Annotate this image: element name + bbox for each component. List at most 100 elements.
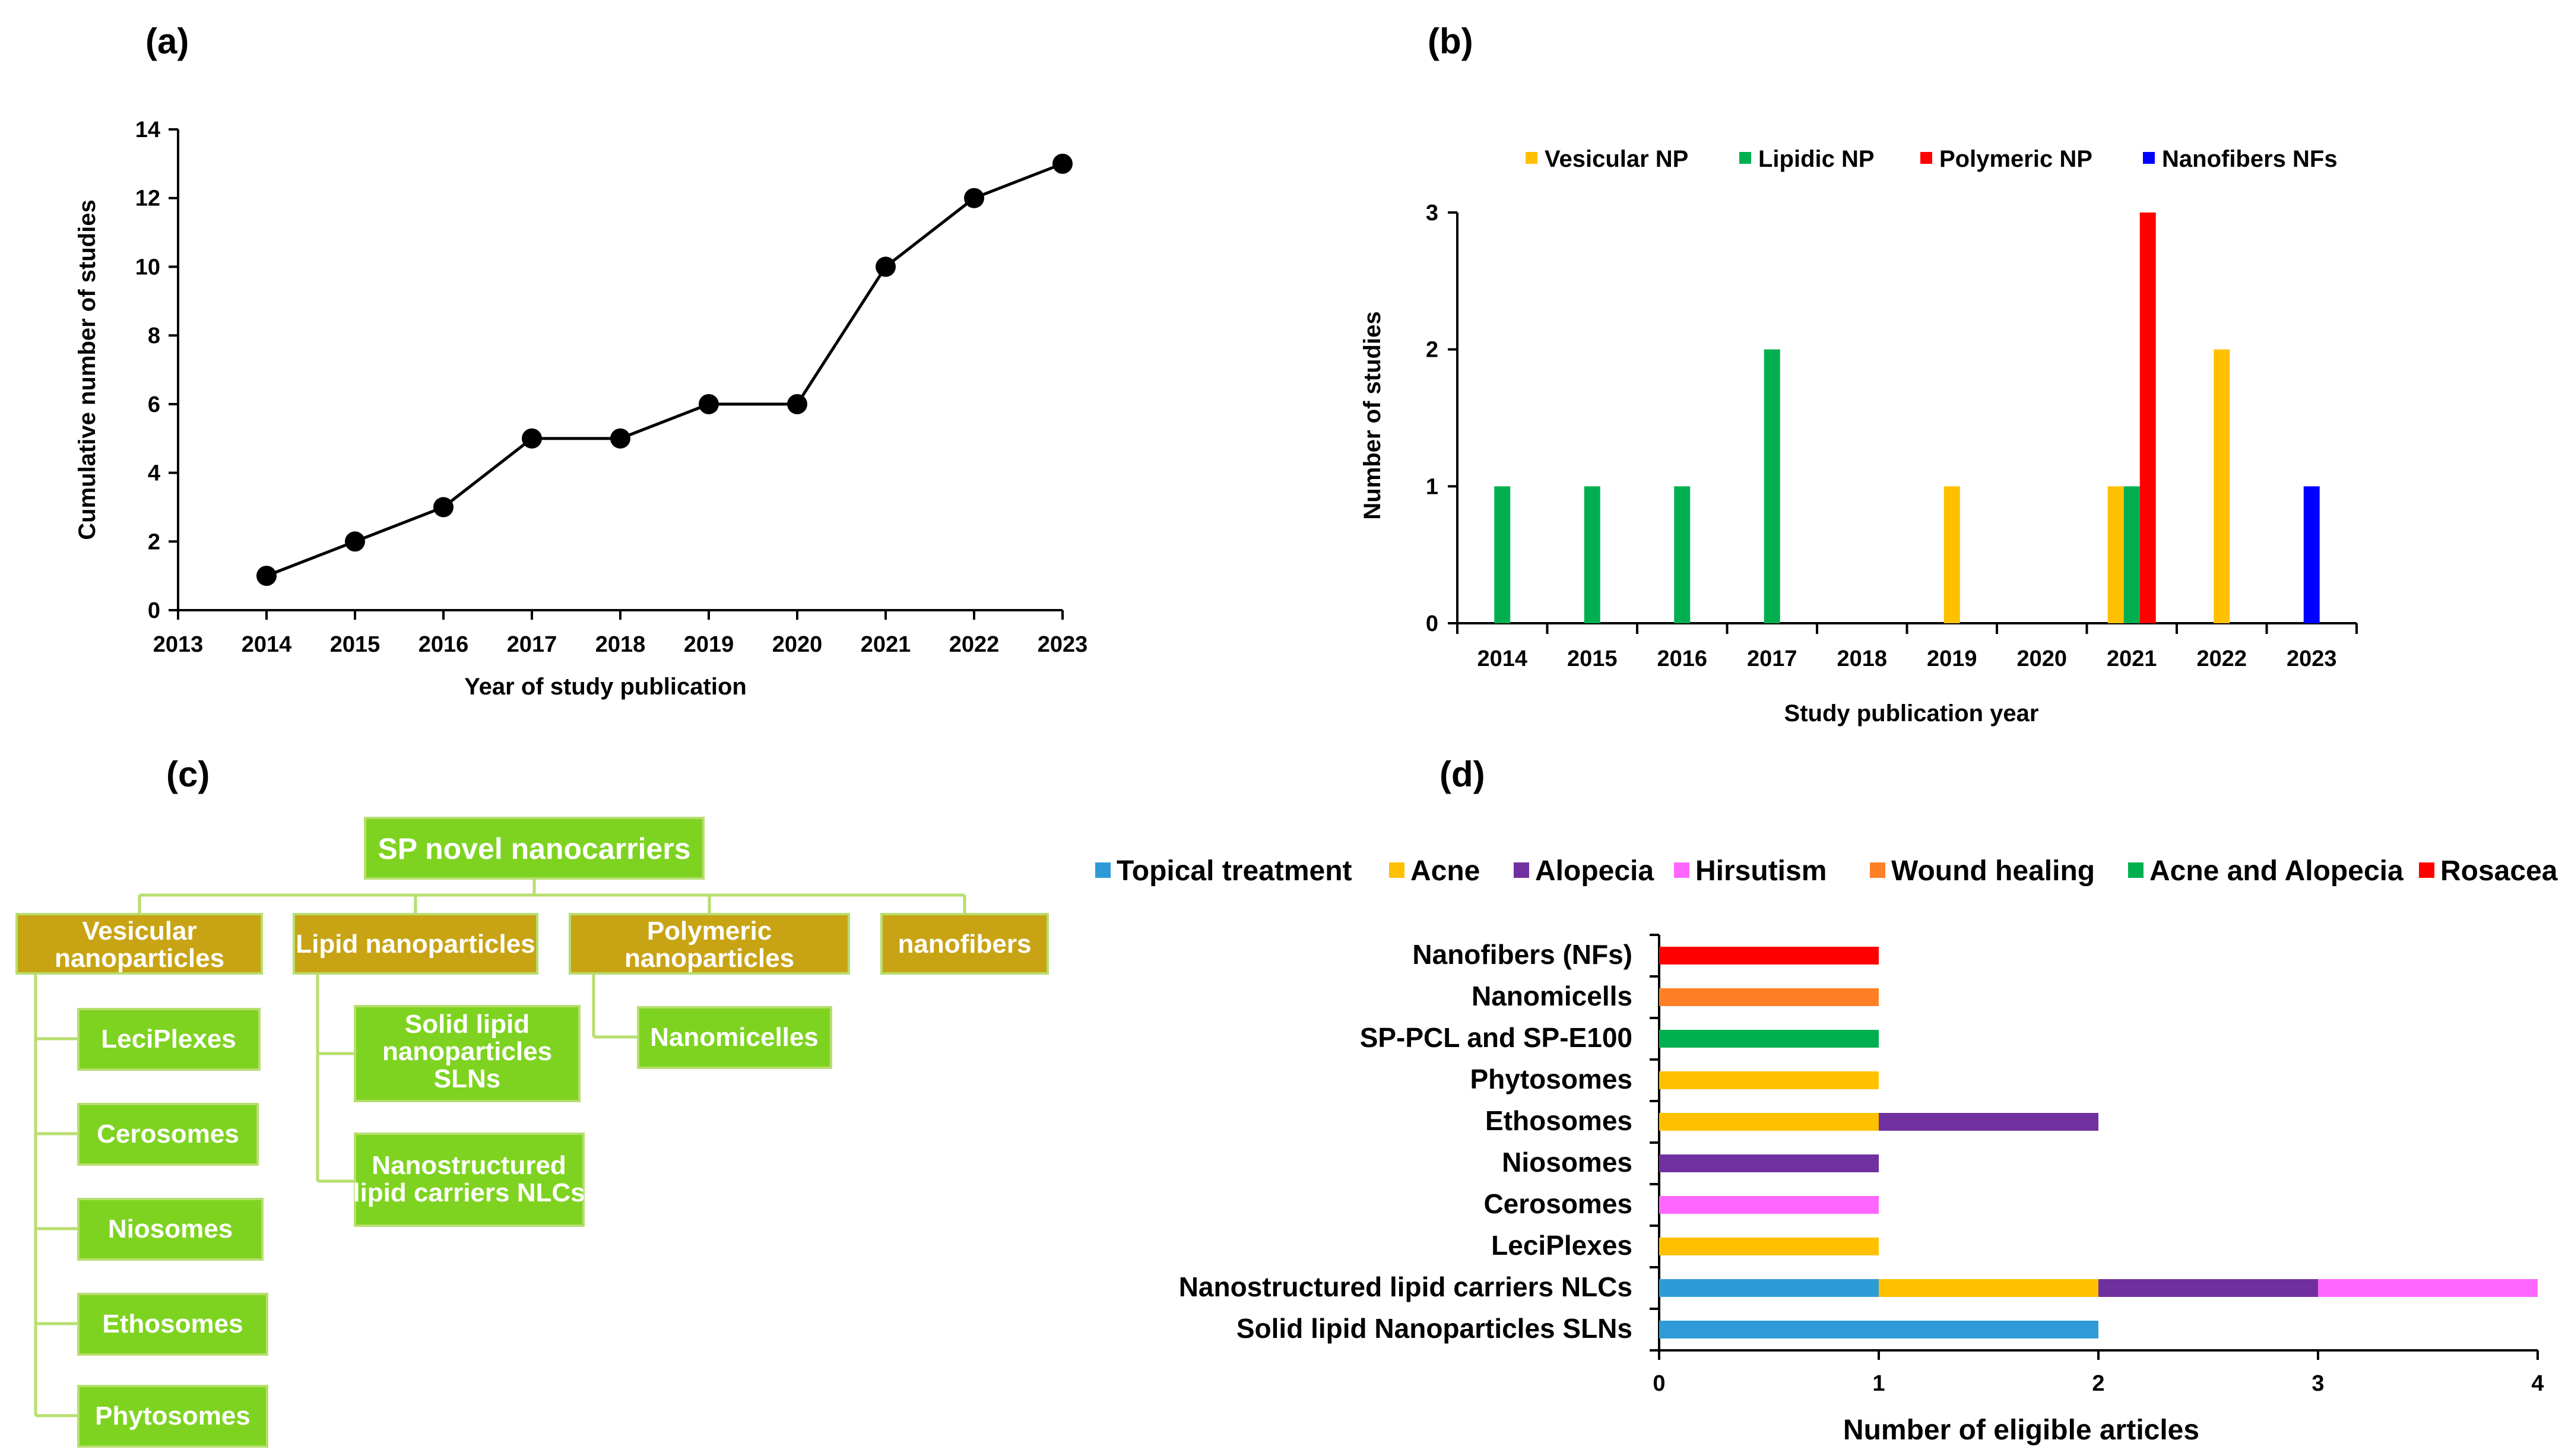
chart-a-x-tick-label: 2023: [1038, 632, 1088, 657]
chart-a-point: [964, 188, 984, 208]
chart-a-point: [787, 394, 807, 414]
chart-d-legend-label: Acne: [1410, 855, 1480, 887]
chart-d-bar-segment: [1879, 1113, 2098, 1131]
chart-d-bar-segment: [1659, 1113, 1879, 1131]
chart-b-x-axis-title: Study publication year: [1784, 700, 2039, 727]
chart-a-y-tick-label: 10: [135, 255, 160, 280]
chart-b-bar: Vesicular NP Lipidic NP Polymeric NP Nanofi…: [1359, 146, 2358, 727]
chart-d-legend-label: Acne and Alopecia: [2149, 855, 2404, 887]
diagram-c-label-vesicular: Vesicular nanoparticles: [55, 916, 224, 973]
chart-d-bar-segment: [1879, 1279, 2098, 1297]
chart-d-bar-segment: [1659, 1238, 1879, 1255]
chart-d-bar-segment: [2098, 1279, 2318, 1297]
chart-a-cumulative-line: 0 2 4 6 8 10 12 14 2013 2014 2015 2016 2017 2018 2019…: [74, 118, 1087, 700]
chart-a-x-tick-label: 2015: [330, 632, 381, 657]
panel-label-b: (b): [1428, 21, 1473, 61]
chart-b-legend-label: Nanofibers NFs: [2162, 146, 2338, 172]
diagram-c-node-lipid: [293, 913, 538, 975]
diagram-c-label-ethosomes: Ethosomes: [102, 1309, 243, 1338]
chart-d-x-tick-label: 1: [1872, 1371, 1885, 1396]
chart-d-category-label: Niosomes: [1502, 1147, 1632, 1178]
diagram-c-node-slns: [354, 1005, 581, 1102]
diagram-c-node-phytosomes: [77, 1385, 268, 1448]
diagram-c-connectors: [34, 878, 966, 1417]
chart-b-x-tick-label: 2015: [1567, 646, 1618, 671]
chart-a-x-tick-label: 2017: [507, 632, 557, 657]
chart-b-legend-label: Polymeric NP: [1939, 146, 2092, 172]
chart-d-bar-segment: [1659, 1030, 1879, 1048]
chart-b-y-tick-label: 1: [1426, 474, 1438, 499]
chart-d-legend-swatch: [1514, 862, 1529, 878]
chart-d-category-label: Phytosomes: [1470, 1064, 1632, 1095]
chart-d-category-label: LeciPlexes: [1491, 1230, 1632, 1261]
chart-b-y-tick-label: 3: [1426, 201, 1438, 226]
chart-a-point: [433, 497, 454, 518]
diagram-c-node-nlcs: [354, 1133, 585, 1227]
chart-d-bar-segment: [1659, 1071, 1879, 1089]
chart-d-stacked-hbar: Topical treatment Acne Alopecia Hirsutism Wo…: [1095, 855, 2558, 1446]
diagram-c-node-nanomicelles: [637, 1006, 832, 1069]
chart-d-legend-label: Hirsutism: [1695, 855, 1827, 887]
chart-d-category-label: SP-PCL and SP-E100: [1360, 1022, 1632, 1053]
chart-d-bar-segment: [1659, 1279, 1879, 1297]
chart-d-bar-segment: [1659, 1321, 2098, 1338]
chart-b-x-tick-label: 2014: [1477, 646, 1527, 671]
chart-d-bar-segment: [2318, 1279, 2538, 1297]
chart-b-x-tick-label: 2017: [1747, 646, 1797, 671]
chart-a-x-axis-title: Year of study publication: [464, 674, 747, 700]
chart-d-legend-label: Rosacea: [2440, 855, 2558, 887]
diagram-c-label-polymeric: Polymeric nanoparticles: [624, 916, 794, 973]
diagram-c-node-cerosomes: [77, 1103, 259, 1166]
chart-b-legend-label: Lipidic NP: [1758, 146, 1875, 172]
chart-d-legend-swatch: [1674, 862, 1689, 878]
chart-b-legend-label: Vesicular NP: [1545, 146, 1688, 172]
chart-b-legend-swatch: [2143, 152, 2155, 164]
chart-d-category-label: Ethosomes: [1485, 1105, 1632, 1136]
chart-b-x-tick-label: 2019: [1927, 646, 1977, 671]
diagram-c-label-niosomes: Niosomes: [108, 1214, 233, 1244]
chart-b-x-tick-label: 2018: [1837, 646, 1887, 671]
chart-a-y-tick-label: 12: [135, 186, 160, 211]
chart-a-x-tick-label: 2019: [684, 632, 734, 657]
diagram-c-node-polymeric: [569, 913, 850, 975]
chart-a-point: [1052, 153, 1073, 174]
diagram-c-label-phytosomes: Phytosomes: [95, 1401, 251, 1430]
chart-d-bar-segment: [1659, 1154, 1879, 1172]
chart-d-legend-swatch: [1095, 862, 1111, 878]
diagram-c-label-nanofibers: nanofibers: [898, 930, 1032, 959]
chart-a-point: [256, 566, 277, 586]
chart-a-y-tick-label: 0: [148, 598, 160, 623]
chart-a-x-tick-label: 2018: [595, 632, 646, 657]
chart-b-x-tick-label: 2021: [2107, 646, 2157, 671]
diagram-c-node-ethosomes: [77, 1293, 268, 1356]
chart-b-x-tick-label: 2023: [2287, 646, 2337, 671]
chart-b-bar: [1494, 486, 1511, 623]
chart-b-y-axis-title: Number of studies: [1359, 311, 1385, 519]
chart-b-bar: [1764, 349, 1780, 623]
chart-d-legend-label: Wound healing: [1891, 855, 2095, 887]
chart-a-x-tick-label: 2016: [418, 632, 469, 657]
chart-a-y-tick-label: 4: [148, 461, 160, 486]
diagram-c-node-nanofibers: [880, 913, 1049, 975]
chart-a-point: [876, 256, 896, 277]
chart-a-y-tick-label: 6: [148, 392, 160, 417]
chart-a-point: [345, 531, 365, 552]
chart-d-legend-swatch: [1389, 862, 1404, 878]
chart-b-bar: [2214, 349, 2230, 623]
chart-d-legend-swatch: [2128, 862, 2144, 878]
diagram-c-root-label: SP novel nanocarriers: [378, 832, 690, 865]
chart-b-legend-swatch: [1920, 152, 1932, 164]
diagram-c-root-node: [364, 817, 705, 880]
diagram-c-node-niosomes: [77, 1198, 264, 1261]
chart-d-category-label: Solid lipid Nanoparticles SLNs: [1236, 1313, 1632, 1344]
diagram-c-node-vesicular: [15, 913, 263, 975]
chart-a-x-tick-label: 2013: [153, 632, 204, 657]
chart-b-x-tick-label: 2016: [1657, 646, 1707, 671]
chart-d-category-label: Nanofibers (NFs): [1412, 939, 1632, 970]
chart-d-x-axis-title: Number of eligible articles: [1843, 1414, 2199, 1446]
chart-b-bar: [2107, 486, 2124, 623]
chart-b-bar: [1584, 486, 1600, 623]
chart-d-legend-swatch: [2419, 862, 2434, 878]
diagram-c-node-leciplexes: [77, 1008, 261, 1071]
chart-a-y-tick-label: 14: [135, 118, 160, 142]
